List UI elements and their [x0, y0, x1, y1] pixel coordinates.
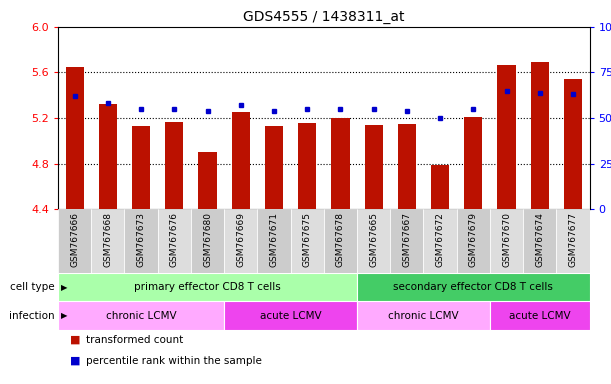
Text: GSM767677: GSM767677: [568, 212, 577, 267]
Text: GSM767673: GSM767673: [137, 212, 145, 267]
Text: GSM767668: GSM767668: [103, 212, 112, 267]
Bar: [530, 62, 549, 209]
Text: GSM767680: GSM767680: [203, 212, 212, 267]
Bar: [357, 209, 390, 273]
Bar: [431, 165, 449, 209]
Text: transformed count: transformed count: [86, 335, 183, 345]
Bar: [58, 273, 357, 301]
Text: acute LCMV: acute LCMV: [260, 311, 321, 321]
Bar: [158, 209, 191, 273]
Title: GDS4555 / 1438311_at: GDS4555 / 1438311_at: [243, 10, 404, 25]
Text: GSM767669: GSM767669: [236, 212, 245, 267]
Text: GSM767672: GSM767672: [436, 212, 445, 267]
Bar: [490, 209, 523, 273]
Bar: [232, 113, 250, 209]
Bar: [199, 152, 217, 209]
Bar: [298, 122, 316, 209]
Bar: [165, 121, 183, 209]
Text: GSM767678: GSM767678: [336, 212, 345, 267]
Text: ■: ■: [70, 335, 81, 345]
Bar: [91, 209, 125, 273]
Bar: [523, 209, 557, 273]
Text: acute LCMV: acute LCMV: [509, 311, 571, 321]
Text: GSM767675: GSM767675: [302, 212, 312, 267]
Text: GSM767671: GSM767671: [269, 212, 279, 267]
Bar: [257, 209, 291, 273]
Bar: [564, 79, 582, 209]
Text: ▶: ▶: [61, 311, 68, 320]
Text: cell type: cell type: [10, 282, 55, 292]
Bar: [265, 126, 283, 209]
Bar: [464, 117, 483, 209]
Bar: [365, 125, 383, 209]
Bar: [497, 65, 516, 209]
Text: GSM767679: GSM767679: [469, 212, 478, 267]
Bar: [132, 126, 150, 209]
Text: GSM767674: GSM767674: [535, 212, 544, 267]
Bar: [398, 124, 416, 209]
Text: GSM767665: GSM767665: [369, 212, 378, 267]
Bar: [58, 209, 91, 273]
Text: GSM767676: GSM767676: [170, 212, 179, 267]
Text: chronic LCMV: chronic LCMV: [106, 311, 177, 321]
Text: infection: infection: [9, 311, 55, 321]
Text: secondary effector CD8 T cells: secondary effector CD8 T cells: [393, 282, 554, 292]
Text: ■: ■: [70, 356, 81, 366]
Text: ▶: ▶: [61, 283, 68, 291]
Bar: [125, 209, 158, 273]
Bar: [357, 301, 490, 330]
Bar: [99, 104, 117, 209]
Bar: [457, 209, 490, 273]
Text: percentile rank within the sample: percentile rank within the sample: [86, 356, 262, 366]
Text: GSM767670: GSM767670: [502, 212, 511, 267]
Bar: [557, 209, 590, 273]
Text: primary effector CD8 T cells: primary effector CD8 T cells: [134, 282, 281, 292]
Text: GSM767666: GSM767666: [70, 212, 79, 267]
Text: GSM767667: GSM767667: [403, 212, 411, 267]
Bar: [291, 209, 324, 273]
Bar: [357, 273, 590, 301]
Bar: [224, 301, 357, 330]
Bar: [191, 209, 224, 273]
Bar: [324, 209, 357, 273]
Bar: [390, 209, 423, 273]
Bar: [65, 67, 84, 209]
Bar: [423, 209, 457, 273]
Bar: [331, 118, 349, 209]
Text: chronic LCMV: chronic LCMV: [388, 311, 459, 321]
Bar: [58, 301, 224, 330]
Bar: [490, 301, 590, 330]
Bar: [224, 209, 257, 273]
